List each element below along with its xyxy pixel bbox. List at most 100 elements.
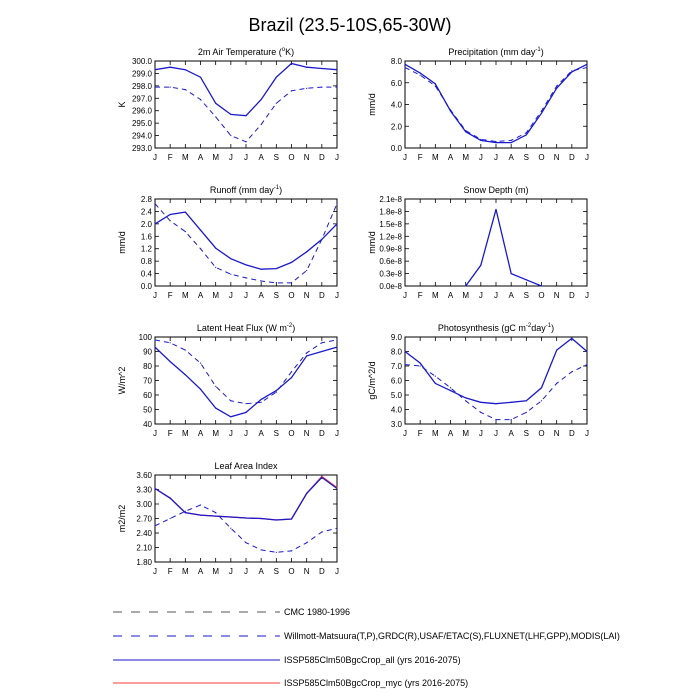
x-tick-label: J xyxy=(335,429,339,438)
data-point xyxy=(169,342,171,344)
data-point xyxy=(260,123,262,125)
panel-title: Precipitation (mm day-1) xyxy=(448,47,543,57)
panel-title-text: Snow Depth (m) xyxy=(463,185,528,195)
x-tick-label: A xyxy=(448,291,454,300)
data-point xyxy=(199,504,202,506)
panel-photosynthesis: Photosynthesis (gC m-2day-1) gC/m^2/d 3.0 4… xyxy=(367,323,589,438)
y-tick-label: 0.8 xyxy=(141,257,153,266)
x-tick-label: A xyxy=(448,429,454,438)
x-tick-label: A xyxy=(258,567,264,576)
data-point xyxy=(245,264,247,266)
x-tick-label: N xyxy=(304,567,310,576)
y-tick-label: 1.80 xyxy=(136,558,152,567)
panel-title: Latent Heat Flux (W m-2) xyxy=(197,323,295,333)
y-tick-label: 0.0e-8 xyxy=(379,282,402,291)
data-point xyxy=(230,416,232,418)
y-tick-label: 0.0 xyxy=(141,282,153,291)
x-tick-label: N xyxy=(304,153,310,162)
panels: 2m Air Temperature (oK) K 293.0 294.0 295.0 2… xyxy=(117,47,589,576)
data-point xyxy=(169,220,171,222)
data-point xyxy=(199,362,202,364)
data-point xyxy=(495,419,497,421)
y-tick-label: 8.0 xyxy=(391,57,403,66)
x-tick-label: S xyxy=(524,429,529,438)
x-tick-label: J xyxy=(244,429,248,438)
data-point xyxy=(540,400,543,402)
y-tick-label: 50 xyxy=(143,406,152,415)
panel-title-sup2: -1 xyxy=(546,323,552,329)
data-point xyxy=(245,403,247,405)
data-point xyxy=(449,387,452,389)
y-axis-label: mm/d xyxy=(367,231,377,254)
panel-lai: Leaf Area Index m2/m2 1.80 2.10 2.40 2.70 3.00… xyxy=(117,461,339,576)
data-point xyxy=(480,138,482,140)
panel-title-text: Runoff (mm day xyxy=(210,185,274,195)
data-point xyxy=(215,407,217,409)
x-tick-label: A xyxy=(508,291,514,300)
y-tick-label: 2.70 xyxy=(136,515,152,524)
data-point xyxy=(434,382,436,384)
x-tick-label: O xyxy=(538,429,544,438)
data-point xyxy=(184,211,186,213)
data-point xyxy=(321,476,323,479)
data-point xyxy=(571,337,573,340)
x-tick-label: A xyxy=(448,153,454,162)
data-point xyxy=(169,86,171,88)
y-tick-label: 300.0 xyxy=(132,57,153,66)
x-tick-label: M xyxy=(212,567,219,576)
x-tick-label: J xyxy=(244,153,248,162)
data-point xyxy=(540,387,543,389)
data-point xyxy=(275,519,277,521)
data-point xyxy=(184,510,186,512)
data-point xyxy=(586,63,588,65)
data-point xyxy=(321,67,323,70)
data-point xyxy=(245,517,247,519)
panel-title-text: Latent Heat Flux (W m xyxy=(197,323,287,333)
panel-title-tail: day xyxy=(531,323,546,333)
panel-title-text: Leaf Area Index xyxy=(214,461,278,471)
y-tick-label: 3.00 xyxy=(136,500,152,509)
x-tick-label: M xyxy=(462,153,469,162)
data-point xyxy=(154,525,156,527)
x-tick-label: J xyxy=(479,429,483,438)
panel-title-sup: -1 xyxy=(535,47,541,53)
data-point xyxy=(199,388,202,390)
x-tick-label: J xyxy=(494,291,498,300)
y-tick-label: 294.0 xyxy=(132,132,153,141)
data-point xyxy=(449,390,452,392)
panel-title: Runoff (mm day-1) xyxy=(210,185,282,195)
data-point xyxy=(510,141,512,144)
y-tick-label: 3.0 xyxy=(391,420,403,429)
x-tick-label: M xyxy=(462,291,469,300)
x-tick-label: D xyxy=(319,567,325,576)
data-point xyxy=(260,401,262,403)
y-tick-label: 1.8e-8 xyxy=(379,207,402,216)
data-point xyxy=(215,515,217,517)
series-line-all xyxy=(154,476,338,521)
x-tick-label: F xyxy=(418,291,423,300)
y-tick-label: 9.0 xyxy=(391,333,403,342)
y-tick-label: 80 xyxy=(143,362,152,371)
y-tick-label: 0.6e-8 xyxy=(379,257,402,266)
x-tick-label: M xyxy=(212,429,219,438)
x-tick-label: J xyxy=(244,567,248,576)
data-point xyxy=(154,487,156,490)
data-point xyxy=(419,362,421,364)
x-tick-label: J xyxy=(494,429,498,438)
x-tick-label: A xyxy=(198,429,204,438)
x-tick-label: A xyxy=(258,429,264,438)
data-point xyxy=(336,487,338,490)
data-point xyxy=(199,514,202,516)
x-tick-label: M xyxy=(182,291,189,300)
x-tick-label: D xyxy=(569,153,575,162)
x-tick-label: A xyxy=(258,153,264,162)
data-point xyxy=(154,223,156,225)
y-tick-label: 3.30 xyxy=(136,486,152,495)
data-point xyxy=(540,112,543,114)
data-point xyxy=(449,109,452,111)
plot-frame xyxy=(404,336,588,425)
data-point xyxy=(184,349,186,351)
series-line-all xyxy=(154,211,338,270)
data-point xyxy=(525,400,527,402)
series-line-obs xyxy=(155,86,337,143)
